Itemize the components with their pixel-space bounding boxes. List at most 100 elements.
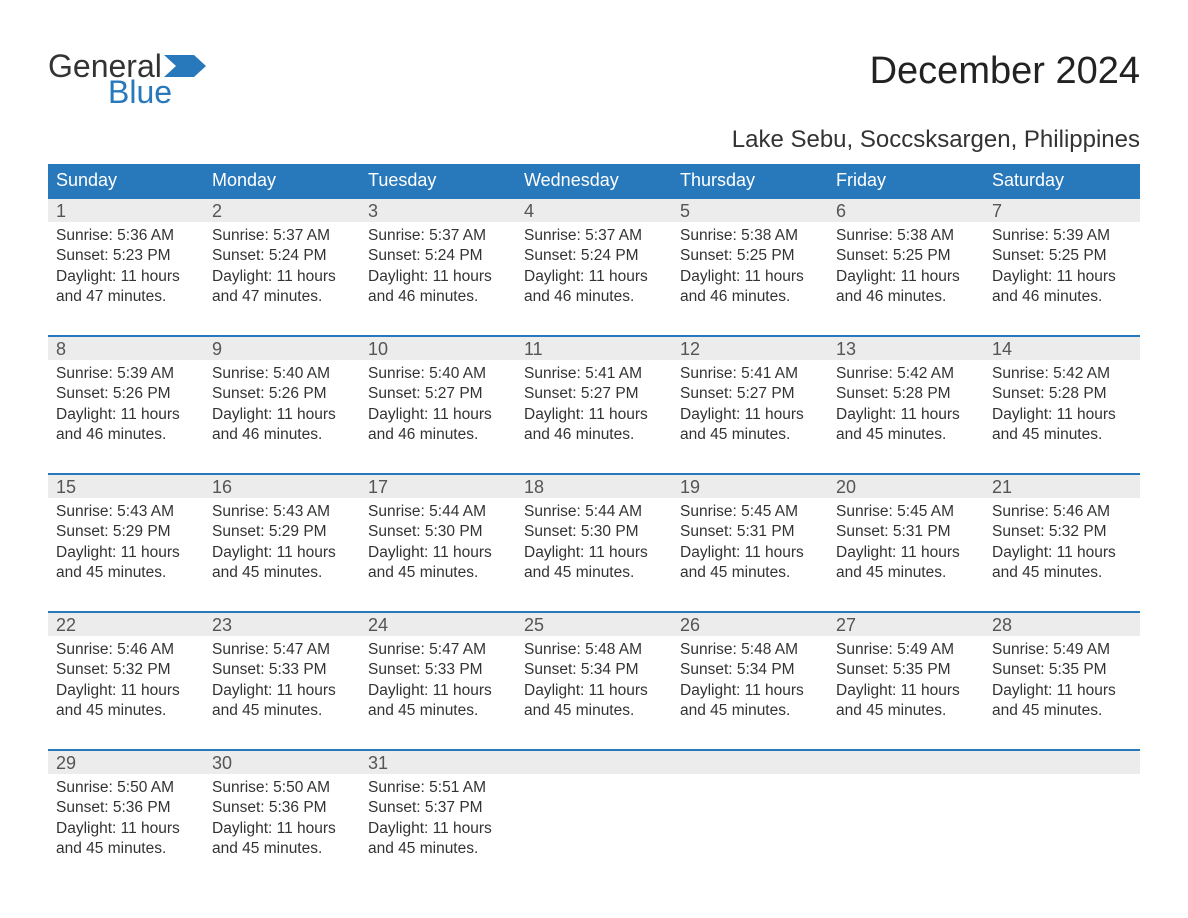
daylight-line: Daylight: 11 hours and 45 minutes.: [836, 406, 960, 443]
sunset-line: Sunset: 5:33 PM: [368, 661, 483, 678]
day-number: 18: [516, 474, 672, 498]
daylight-line: Daylight: 11 hours and 45 minutes.: [992, 544, 1116, 581]
day-number: 31: [360, 750, 516, 774]
week-spacer: [48, 452, 1140, 474]
daylight-line: Daylight: 11 hours and 46 minutes.: [524, 268, 648, 305]
day-number-row: 293031: [48, 750, 1140, 774]
day-detail: Sunrise: 5:47 AMSunset: 5:33 PMDaylight:…: [360, 636, 516, 728]
day-number: 3: [360, 198, 516, 222]
daylight-line: Daylight: 11 hours and 45 minutes.: [212, 820, 336, 857]
sunrise-line: Sunrise: 5:49 AM: [836, 641, 954, 658]
sunrise-line: Sunrise: 5:42 AM: [836, 365, 954, 382]
sunrise-line: Sunrise: 5:45 AM: [680, 503, 798, 520]
day-header: Monday: [204, 164, 360, 198]
day-number: 1: [48, 198, 204, 222]
daylight-line: Daylight: 11 hours and 45 minutes.: [836, 544, 960, 581]
sunrise-line: Sunrise: 5:41 AM: [524, 365, 642, 382]
day-detail: Sunrise: 5:40 AMSunset: 5:26 PMDaylight:…: [204, 360, 360, 452]
day-detail: Sunrise: 5:44 AMSunset: 5:30 PMDaylight:…: [516, 498, 672, 590]
sunrise-line: Sunrise: 5:49 AM: [992, 641, 1110, 658]
page-title: December 2024: [870, 50, 1140, 93]
daylight-line: Daylight: 11 hours and 46 minutes.: [992, 268, 1116, 305]
day-number-empty: [984, 750, 1140, 774]
day-detail-empty: [672, 774, 828, 866]
sunset-line: Sunset: 5:31 PM: [836, 523, 951, 540]
day-detail: Sunrise: 5:37 AMSunset: 5:24 PMDaylight:…: [360, 222, 516, 314]
day-number: 8: [48, 336, 204, 360]
day-number: 14: [984, 336, 1140, 360]
sunset-line: Sunset: 5:36 PM: [56, 799, 171, 816]
sunset-line: Sunset: 5:25 PM: [836, 247, 951, 264]
day-detail: Sunrise: 5:45 AM Sunset: 5:31 PM Daylight:…: [828, 498, 984, 590]
day-detail: Sunrise: 5:43 AMSunset: 5:29 PMDaylight:…: [204, 498, 360, 590]
day-number: 24: [360, 612, 516, 636]
day-header: Thursday: [672, 164, 828, 198]
day-number: 19: [672, 474, 828, 498]
day-number: 4: [516, 198, 672, 222]
sunrise-line: Sunrise: 5:45 AM: [836, 503, 954, 520]
daylight-line: Daylight: 11 hours and 45 minutes.: [680, 682, 804, 719]
sunset-line: Sunset: 5:35 PM: [992, 661, 1107, 678]
daylight-line: Daylight: 11 hours and 45 minutes.: [56, 682, 180, 719]
day-detail: Sunrise: 5:47 AMSunset: 5:33 PMDaylight:…: [204, 636, 360, 728]
day-detail-empty: [516, 774, 672, 866]
sunset-line: Sunset: 5:30 PM: [368, 523, 483, 540]
day-number: 23: [204, 612, 360, 636]
sunset-line: Sunset: 5:25 PM: [680, 247, 795, 264]
week-spacer: [48, 314, 1140, 336]
day-header-row: SundayMondayTuesdayWednesdayThursdayFrid…: [48, 164, 1140, 198]
day-number: 10: [360, 336, 516, 360]
sunrise-line: Sunrise: 5:40 AM: [368, 365, 486, 382]
day-detail: Sunrise: 5:39 AMSunset: 5:26 PMDaylight:…: [48, 360, 204, 452]
sunrise-line: Sunrise: 5:47 AM: [212, 641, 330, 658]
sunrise-line: Sunrise: 5:50 AM: [212, 779, 330, 796]
sunrise-line: Sunrise: 5:39 AM: [992, 227, 1110, 244]
sunset-line: Sunset: 5:35 PM: [836, 661, 951, 678]
sunset-line: Sunset: 5:29 PM: [212, 523, 327, 540]
day-detail: Sunrise: 5:42 AM Sunset: 5:28 PM Daylight:…: [828, 360, 984, 452]
day-number: 15: [48, 474, 204, 498]
day-detail: Sunrise: 5:40 AMSunset: 5:27 PMDaylight:…: [360, 360, 516, 452]
sunrise-line: Sunrise: 5:47 AM: [368, 641, 486, 658]
day-detail: Sunrise: 5:45 AMSunset: 5:31 PMDaylight:…: [672, 498, 828, 590]
location-text: Lake Sebu, Soccsksargen, Philippines: [48, 126, 1140, 154]
logo: General Blue: [48, 50, 206, 108]
week-spacer: [48, 590, 1140, 612]
daylight-line: Daylight: 11 hours and 45 minutes.: [524, 544, 648, 581]
daylight-line: Daylight: 11 hours and 45 minutes.: [992, 682, 1116, 719]
sunset-line: Sunset: 5:29 PM: [56, 523, 171, 540]
day-number: 27: [828, 612, 984, 636]
day-number-row: 15161718192021: [48, 474, 1140, 498]
sunrise-line: Sunrise: 5:44 AM: [368, 503, 486, 520]
day-detail-row: Sunrise: 5:43 AMSunset: 5:29 PMDaylight:…: [48, 498, 1140, 590]
day-detail: Sunrise: 5:36 AMSunset: 5:23 PMDaylight:…: [48, 222, 204, 314]
sunset-line: Sunset: 5:33 PM: [212, 661, 327, 678]
day-number-empty: [516, 750, 672, 774]
sunrise-line: Sunrise: 5:37 AM: [212, 227, 330, 244]
sunset-line: Sunset: 5:28 PM: [836, 385, 951, 402]
day-header: Saturday: [984, 164, 1140, 198]
sunrise-line: Sunrise: 5:42 AM: [992, 365, 1110, 382]
daylight-line: Daylight: 11 hours and 45 minutes.: [992, 406, 1116, 443]
sunrise-line: Sunrise: 5:46 AM: [992, 503, 1110, 520]
sunset-line: Sunset: 5:26 PM: [56, 385, 171, 402]
day-detail: Sunrise: 5:48 AMSunset: 5:34 PMDaylight:…: [672, 636, 828, 728]
sunset-line: Sunset: 5:28 PM: [992, 385, 1107, 402]
day-number: 13: [828, 336, 984, 360]
day-detail: Sunrise: 5:46 AMSunset: 5:32 PMDaylight:…: [48, 636, 204, 728]
daylight-line: Daylight: 11 hours and 46 minutes.: [368, 268, 492, 305]
daylight-line: Daylight: 11 hours and 45 minutes.: [56, 544, 180, 581]
sunset-line: Sunset: 5:30 PM: [524, 523, 639, 540]
sunrise-line: Sunrise: 5:38 AM: [680, 227, 798, 244]
sunset-line: Sunset: 5:23 PM: [56, 247, 171, 264]
day-detail: Sunrise: 5:49 AMSunset: 5:35 PMDaylight:…: [828, 636, 984, 728]
daylight-line: Daylight: 11 hours and 45 minutes.: [368, 544, 492, 581]
daylight-line: Daylight: 11 hours and 47 minutes.: [212, 268, 336, 305]
day-detail: Sunrise: 5:41 AMSunset: 5:27 PMDaylight:…: [516, 360, 672, 452]
daylight-line: Daylight: 11 hours and 46 minutes.: [368, 406, 492, 443]
day-header: Friday: [828, 164, 984, 198]
week-spacer: [48, 728, 1140, 750]
sunrise-line: Sunrise: 5:51 AM: [368, 779, 486, 796]
day-number: 11: [516, 336, 672, 360]
sunset-line: Sunset: 5:37 PM: [368, 799, 483, 816]
